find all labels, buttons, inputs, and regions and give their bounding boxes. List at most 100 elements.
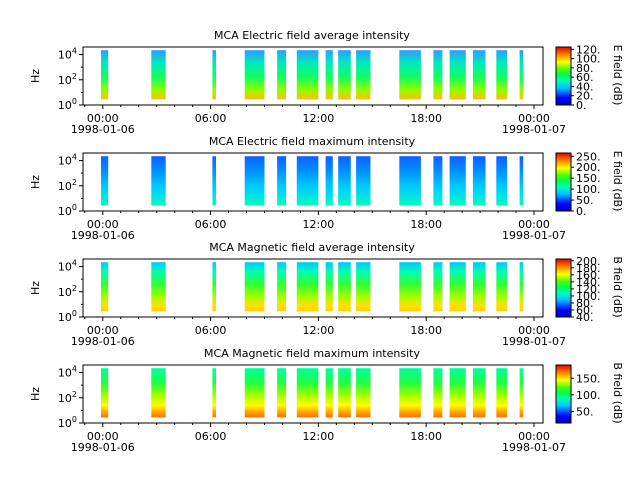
x-tick-label: 06:00 bbox=[195, 430, 227, 443]
data-segment bbox=[338, 368, 351, 418]
data-segment bbox=[356, 262, 371, 312]
data-segment bbox=[101, 50, 109, 100]
colorbar-gradient bbox=[555, 46, 572, 106]
colorbar: 0.20.40.60.80.100.120. E field (dB) bbox=[555, 43, 624, 112]
data-segment bbox=[151, 368, 166, 418]
y-tick-label: 100 bbox=[58, 309, 77, 324]
colorbar-tick-label: 120. bbox=[576, 283, 601, 296]
data-segment bbox=[496, 262, 508, 312]
colorbar-tick-label: 250. bbox=[576, 150, 601, 163]
heatmap bbox=[101, 368, 524, 418]
x-date-label: 1998-01-07 bbox=[502, 441, 566, 454]
x-tick-label: 18:00 bbox=[410, 430, 442, 443]
data-segment bbox=[496, 156, 508, 206]
y-axis-label: Hz bbox=[29, 175, 42, 189]
data-segment bbox=[296, 156, 319, 206]
y-tick-label: 104 bbox=[58, 153, 77, 168]
colorbar-tick-label: 180. bbox=[576, 262, 601, 275]
colorbar-tick-label: 100. bbox=[576, 183, 601, 196]
data-segment bbox=[296, 262, 319, 312]
x-tick-label: 00:00 bbox=[518, 112, 550, 125]
x-tick-label: 00:00 bbox=[87, 112, 119, 125]
data-segment bbox=[472, 262, 486, 312]
data-segment bbox=[449, 262, 466, 312]
colorbar-tick-label: 160. bbox=[576, 269, 601, 282]
x-date-label: 1998-01-06 bbox=[71, 335, 135, 348]
data-segment bbox=[449, 368, 466, 418]
data-segment bbox=[277, 50, 287, 100]
data-segment bbox=[244, 262, 265, 312]
data-segment bbox=[151, 262, 166, 312]
data-segment bbox=[212, 262, 216, 312]
data-segment bbox=[338, 156, 351, 206]
data-segment bbox=[433, 156, 443, 206]
colorbar-tick-label: 60. bbox=[576, 304, 594, 317]
y-tick-label: 104 bbox=[58, 259, 77, 274]
data-segment bbox=[433, 50, 443, 100]
data-segment bbox=[519, 156, 524, 206]
x-tick-label: 06:00 bbox=[195, 112, 227, 125]
chart-panel-2: MCA Electric field maximum intensity 100 1… bbox=[29, 135, 624, 242]
colorbar-tick-label: 100. bbox=[576, 290, 601, 303]
y-tick-label: 100 bbox=[58, 415, 77, 430]
y-tick-label: 102 bbox=[58, 178, 77, 193]
data-segment bbox=[277, 156, 287, 206]
y-tick-label: 104 bbox=[58, 47, 77, 62]
data-segment bbox=[356, 50, 371, 100]
data-segment bbox=[244, 156, 265, 206]
data-segment bbox=[212, 368, 216, 418]
data-segment bbox=[472, 50, 486, 100]
data-segment bbox=[101, 156, 109, 206]
x-tick-label: 00:00 bbox=[87, 430, 119, 443]
data-segment bbox=[338, 262, 351, 312]
colorbar-label: B field (dB) bbox=[611, 362, 624, 423]
data-segment bbox=[244, 368, 265, 418]
x-tick-label: 18:00 bbox=[410, 324, 442, 337]
x-tick-label: 12:00 bbox=[303, 218, 335, 231]
data-segment bbox=[433, 262, 443, 312]
data-segment bbox=[519, 50, 524, 100]
colorbar-gradient bbox=[555, 258, 572, 318]
x-tick-label: 06:00 bbox=[195, 218, 227, 231]
colorbar-tick-label: 100. bbox=[576, 53, 601, 66]
y-tick-label: 104 bbox=[58, 365, 77, 380]
chart-title: MCA Electric field average intensity bbox=[214, 29, 410, 42]
colorbar-gradient bbox=[555, 364, 572, 424]
y-tick-label: 100 bbox=[58, 97, 77, 112]
y-tick-label: 102 bbox=[58, 72, 77, 87]
chart-title: MCA Magnetic field average intensity bbox=[209, 241, 415, 254]
chart-title: MCA Magnetic field maximum intensity bbox=[204, 347, 420, 360]
chart-panel-3: MCA Magnetic field average intensity 100 1… bbox=[29, 241, 624, 348]
heatmap bbox=[101, 156, 524, 206]
plot-frame bbox=[82, 46, 544, 106]
colorbar: 50. 100. 150. B field (dB) bbox=[555, 362, 624, 424]
y-axis-label: Hz bbox=[29, 281, 42, 295]
colorbar-tick-label: 0. bbox=[576, 205, 587, 218]
colorbar-label: E field (dB) bbox=[611, 151, 624, 212]
data-segment bbox=[212, 156, 216, 206]
data-segment bbox=[449, 156, 466, 206]
x-tick-label: 00:00 bbox=[87, 218, 119, 231]
data-segment bbox=[101, 262, 109, 312]
colorbar-tick-label: 140. bbox=[576, 276, 601, 289]
data-segment bbox=[338, 50, 351, 100]
data-segment bbox=[244, 50, 265, 100]
data-segment bbox=[151, 50, 166, 100]
colorbar: 0.50.100.150.200.250. E field (dB) bbox=[555, 150, 624, 218]
x-tick-label: 00:00 bbox=[87, 324, 119, 337]
colorbar-tick-label: 80. bbox=[576, 297, 594, 310]
data-segment bbox=[277, 262, 287, 312]
data-segment bbox=[325, 156, 333, 206]
data-segment bbox=[325, 262, 333, 312]
data-segment bbox=[277, 368, 287, 418]
colorbar-label: B field (dB) bbox=[611, 256, 624, 317]
colorbar-tick-label: 80. bbox=[576, 62, 594, 75]
data-segment bbox=[212, 50, 216, 100]
x-tick-label: 00:00 bbox=[518, 218, 550, 231]
colorbar-tick-label: 150. bbox=[576, 172, 601, 185]
y-axis-label: Hz bbox=[29, 387, 42, 401]
data-segment bbox=[101, 368, 109, 418]
colorbar-tick-label: 50. bbox=[576, 194, 594, 207]
colorbar-tick-label: 200. bbox=[576, 255, 601, 268]
data-segment bbox=[472, 368, 486, 418]
